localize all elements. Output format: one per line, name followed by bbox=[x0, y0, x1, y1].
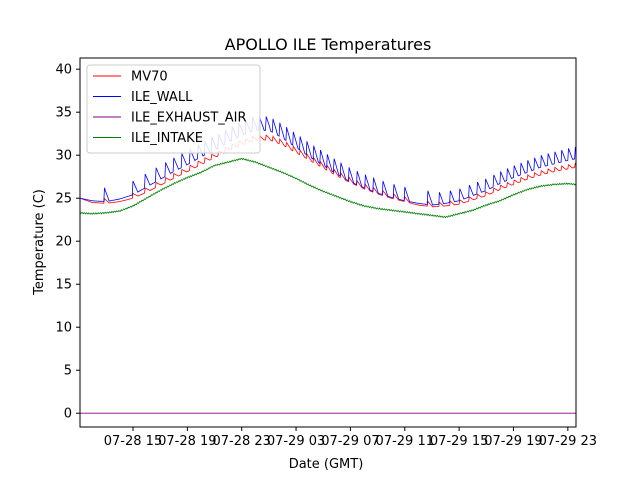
y-tick-label: 5 bbox=[64, 364, 72, 379]
x-tick-label: 07-28 19 bbox=[158, 434, 216, 449]
series-line-ile-wall bbox=[80, 116, 576, 206]
chart-title: APOLLO ILE Temperatures bbox=[225, 35, 432, 54]
legend-label-ile-exhaust-air: ILE_EXHAUST_AIR bbox=[131, 111, 247, 126]
legend-label-ile-wall: ILE_WALL bbox=[131, 90, 193, 105]
legend-label-mv70: MV70 bbox=[131, 70, 168, 85]
x-tick-label: 07-29 15 bbox=[430, 434, 488, 449]
y-tick-label: 30 bbox=[55, 149, 72, 164]
y-tick-label: 0 bbox=[64, 407, 72, 422]
y-tick-label: 40 bbox=[55, 63, 72, 78]
y-tick-label: 35 bbox=[55, 106, 72, 121]
x-tick-label: 07-29 07 bbox=[321, 434, 379, 449]
y-tick-label: 20 bbox=[55, 235, 72, 250]
series-line-mv70 bbox=[80, 134, 576, 208]
legend-label-ile-intake: ILE_INTAKE bbox=[131, 131, 203, 146]
x-tick-label: 07-29 03 bbox=[267, 434, 325, 449]
x-tick-label: 07-28 23 bbox=[212, 434, 270, 449]
x-axis-label: Date (GMT) bbox=[289, 457, 364, 472]
series-layer bbox=[80, 116, 576, 414]
y-tick-label: 15 bbox=[55, 278, 72, 293]
legend-box bbox=[86, 64, 261, 154]
y-tick-label: 10 bbox=[55, 321, 72, 336]
series-line-ile-intake bbox=[80, 157, 576, 219]
y-tick-label: 25 bbox=[55, 192, 72, 207]
y-axis-ticks: 0 5 10 15 20 25 30 35 40 bbox=[55, 63, 80, 422]
x-tick-label: 07-29 19 bbox=[484, 434, 542, 449]
x-tick-label: 07-29 23 bbox=[539, 434, 597, 449]
x-tick-label: 07-29 11 bbox=[376, 434, 434, 449]
plot-frame bbox=[79, 57, 577, 428]
y-axis-label: Temperature (C) bbox=[32, 189, 47, 296]
x-tick-label: 07-28 15 bbox=[104, 434, 162, 449]
legend: MV70 ILE_WALL ILE_EXHAUST_AIR ILE_INTAKE bbox=[86, 64, 261, 154]
